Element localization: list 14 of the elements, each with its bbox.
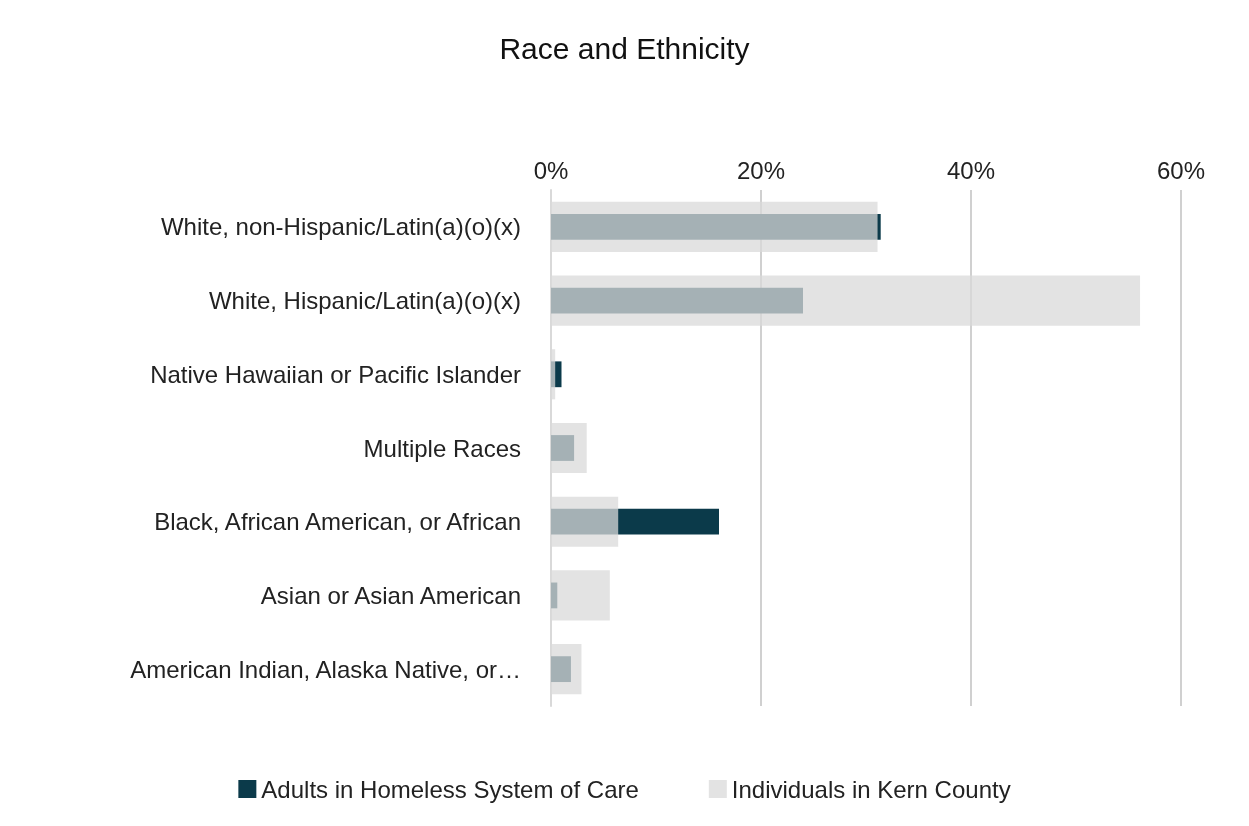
chart-title: Race and Ethnicity: [499, 31, 750, 65]
x-tick-label: 40%: [946, 156, 996, 184]
y-tick-label: Asian or Asian American: [260, 581, 521, 609]
y-tick-label: American Indian, Alaska Native, or…: [130, 655, 521, 683]
y-tick-label: Multiple Races: [363, 434, 521, 462]
y-tick-label: Black, African American, or African: [154, 508, 521, 536]
x-tick-label: 20%: [736, 156, 786, 184]
legend-label: Individuals in Kern County: [731, 775, 1011, 803]
y-tick-label: White, non-Hispanic/Latin(a)(o)(x): [160, 213, 521, 241]
x-tick-label: 0%: [533, 156, 569, 184]
y-tick-label: White, Hispanic/Latin(a)(o)(x): [208, 287, 521, 315]
x-tick-label: 60%: [1156, 156, 1206, 184]
y-tick-label: Native Hawaiian or Pacific Islander: [150, 360, 522, 388]
legend-label: Adults in Homeless System of Care: [261, 775, 639, 803]
